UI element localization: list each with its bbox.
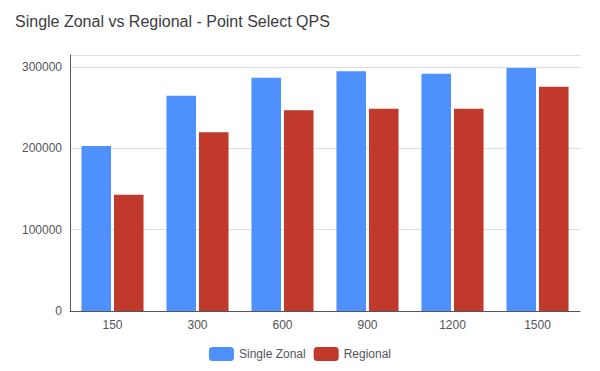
svg-text:200000: 200000 — [22, 141, 62, 155]
svg-text:600: 600 — [272, 318, 292, 332]
svg-text:300: 300 — [187, 318, 207, 332]
svg-text:Single Zonal: Single Zonal — [239, 347, 306, 361]
svg-text:1200: 1200 — [439, 318, 466, 332]
svg-text:150: 150 — [102, 318, 122, 332]
svg-text:1500: 1500 — [524, 318, 551, 332]
svg-text:Regional: Regional — [344, 347, 391, 361]
svg-text:300000: 300000 — [22, 60, 62, 74]
svg-text:900: 900 — [357, 318, 377, 332]
svg-text:Single Zonal vs Regional - Poi: Single Zonal vs Regional - Point Select … — [15, 13, 330, 30]
svg-text:0: 0 — [55, 304, 62, 318]
svg-text:100000: 100000 — [22, 223, 62, 237]
